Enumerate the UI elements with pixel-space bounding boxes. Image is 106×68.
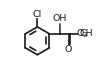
Text: CH: CH	[80, 29, 93, 38]
Text: OH: OH	[53, 14, 67, 23]
Text: 3: 3	[82, 32, 87, 38]
Text: Cl: Cl	[33, 10, 42, 19]
Text: O: O	[77, 29, 84, 38]
Text: O: O	[65, 45, 72, 54]
